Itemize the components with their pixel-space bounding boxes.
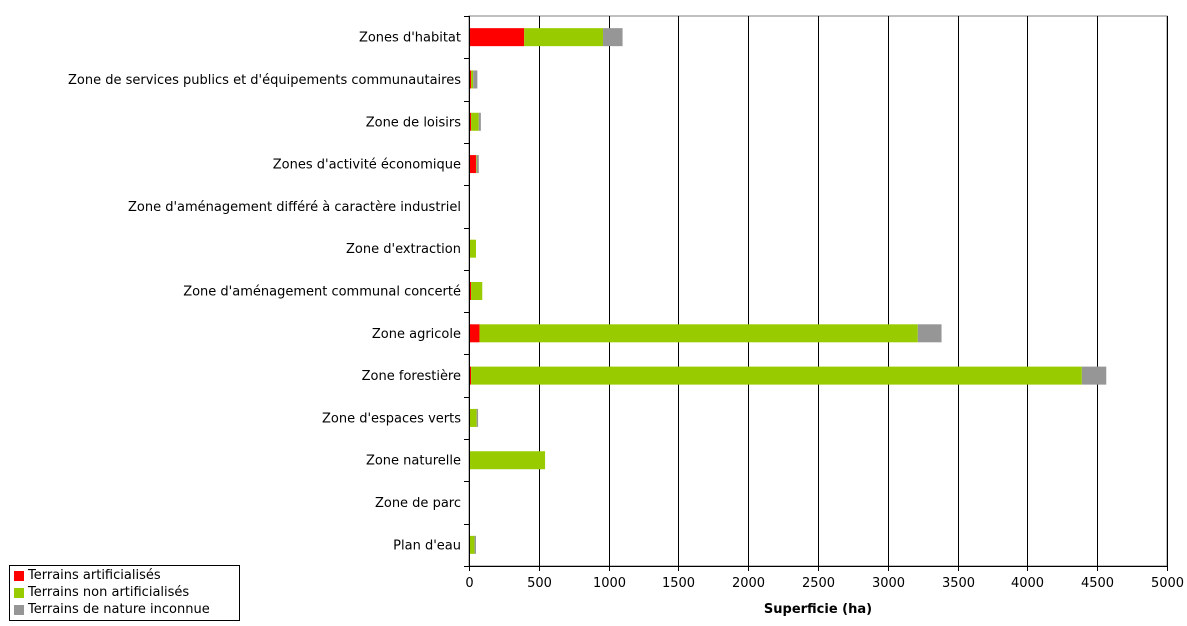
bar-segment-artificialises [469,155,476,174]
bar-segment-nature-inconnue [474,535,476,554]
x-tick-label: 500 [527,576,552,591]
bar-segment-artificialises [469,28,525,47]
bar-segment-nature-inconnue [917,324,942,343]
legend-swatch-non-artificialises [14,587,24,598]
category-label: Zone forestière [362,369,461,384]
legend-label-non-artificialises: Terrains non artificialisés [28,585,190,600]
category-label: Zones d'habitat [359,31,461,46]
bar-segment-nature-inconnue [473,70,478,89]
bar-segment-nature-inconnue [478,112,481,131]
x-tick-label: 1500 [662,576,695,591]
legend-item-non-artificialises: Terrains non artificialisés [14,584,239,601]
category-label: Zone d'aménagement communal concerté [183,285,461,300]
axes: Zones d'habitat Zone de services publics … [68,16,1184,617]
category-label: Zone naturelle [366,454,461,469]
x-tick-label: 2000 [732,576,765,591]
x-tick-label: 5000 [1151,576,1184,591]
bar-segment-non-artificialises [469,535,475,554]
gridlines [468,15,1168,567]
bar-segment-non-artificialises [471,112,479,131]
bar-segment-nature-inconnue [476,155,479,174]
x-tick-label: 3000 [872,576,905,591]
bars [469,28,1107,554]
bar-segment-artificialises [469,282,472,300]
legend-item-nature-inconnue: Terrains de nature inconnue [14,601,239,618]
bar-segment-artificialises [469,366,472,385]
category-label: Zone de loisirs [366,115,462,130]
legend-label-artificialises: Terrains artificialisés [28,568,161,583]
legend: Terrains artificialisés Terrains non art… [9,565,240,621]
category-label: Zone de services publics et d'équipement… [68,73,461,88]
legend-label-nature-inconnue: Terrains de nature inconnue [28,602,210,617]
x-axis-title: Superficie (ha) [764,602,872,617]
x-tick-label: 1000 [593,576,626,591]
legend-item-artificialises: Terrains artificialisés [14,567,239,584]
bar-segment-non-artificialises [471,70,474,89]
x-tick-label: 4500 [1081,576,1114,591]
x-tick-label: 2500 [802,576,835,591]
category-label: Zone agricole [372,327,461,342]
bar-segment-nature-inconnue [476,408,479,427]
x-tick-label: 3500 [942,576,975,591]
category-label: Zones d'activité économique [273,158,461,173]
bar-segment-non-artificialises [469,408,477,427]
category-label: Zone d'aménagement différé à caractère i… [128,200,461,215]
legend-swatch-artificialises [14,570,24,581]
category-label: Zone de parc [375,496,461,511]
bar-segment-artificialises [469,112,472,131]
bar-segment-artificialises [469,324,480,343]
bar-segment-non-artificialises [469,239,476,258]
bar-segment-non-artificialises [471,366,1082,385]
bar-segment-non-artificialises [469,451,546,470]
bar-segment-artificialises [469,70,472,89]
category-label: Zone d'extraction [346,242,461,257]
category-label: Plan d'eau [393,538,461,553]
legend-swatch-nature-inconnue [14,604,24,615]
bar-segment-non-artificialises [479,324,918,343]
bar-segment-non-artificialises [475,155,477,174]
x-tick-label: 4000 [1011,576,1044,591]
bar-segment-nature-inconnue [603,28,623,47]
category-label: Zone d'espaces verts [322,411,461,426]
x-tick-label: 0 [465,576,473,591]
bar-segment-nature-inconnue [1081,366,1107,385]
bar-segment-non-artificialises [471,282,483,300]
bar-segment-non-artificialises [524,28,604,47]
